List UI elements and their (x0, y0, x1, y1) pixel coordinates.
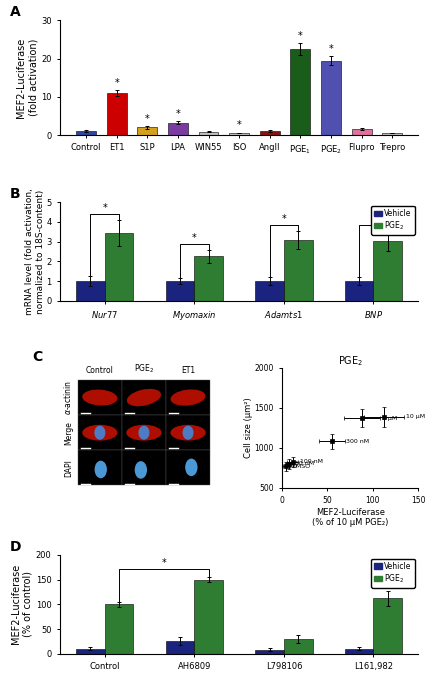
Ellipse shape (82, 390, 117, 405)
Text: *: * (370, 214, 375, 224)
Ellipse shape (82, 425, 117, 441)
Ellipse shape (94, 426, 105, 440)
Y-axis label: MEF2-Luciferase
(% of control): MEF2-Luciferase (% of control) (12, 564, 33, 644)
Text: *: * (102, 203, 107, 213)
Bar (320, 61, 340, 135)
Bar (344, 281, 373, 301)
Bar (229, 133, 248, 135)
Ellipse shape (170, 425, 205, 441)
Text: Control: Control (86, 366, 114, 375)
Text: PGE$_2$: PGE$_2$ (133, 363, 154, 375)
Legend: Vehicle, PGE$_2$: Vehicle, PGE$_2$ (370, 206, 414, 235)
Text: *: * (144, 114, 149, 124)
Text: A: A (9, 5, 20, 19)
Y-axis label: Cell size (μm²): Cell size (μm²) (243, 398, 252, 458)
Text: Merge: Merge (64, 421, 73, 445)
Bar (351, 129, 371, 135)
Bar (283, 240, 312, 301)
Bar (76, 131, 96, 135)
Ellipse shape (138, 426, 149, 440)
Bar (121, 415, 166, 450)
Bar (78, 380, 121, 415)
Text: 100 nM: 100 nM (299, 460, 322, 464)
Bar (166, 450, 210, 486)
Bar (166, 380, 210, 415)
Text: *: * (114, 78, 119, 88)
Text: *: * (328, 44, 333, 54)
Ellipse shape (94, 460, 106, 478)
Text: *: * (281, 214, 285, 224)
Bar (121, 380, 166, 415)
Title: PGE$_2$: PGE$_2$ (337, 354, 362, 368)
Ellipse shape (126, 425, 161, 441)
Ellipse shape (182, 426, 193, 440)
Legend: Vehicle, PGE$_2$: Vehicle, PGE$_2$ (370, 558, 414, 588)
Bar (165, 281, 194, 301)
X-axis label: MEF2-Luciferase
(% of 10 μM PGE₂): MEF2-Luciferase (% of 10 μM PGE₂) (311, 508, 387, 527)
Bar (373, 599, 401, 654)
Bar (78, 415, 121, 450)
Text: *: * (297, 31, 302, 41)
Bar (121, 450, 166, 486)
Bar (76, 649, 104, 654)
Ellipse shape (134, 461, 147, 479)
Bar (106, 93, 126, 135)
Text: ET1: ET1 (181, 366, 195, 375)
Bar (283, 639, 312, 654)
Y-axis label: mRNA level (fold activation,
normalized to 18S-content): mRNA level (fold activation, normalized … (25, 188, 45, 315)
Bar (290, 49, 310, 135)
Bar (78, 450, 121, 486)
Bar (381, 133, 401, 135)
Text: D: D (9, 540, 21, 554)
Text: B: B (9, 187, 20, 201)
Bar (194, 257, 222, 301)
Bar (259, 131, 279, 135)
Y-axis label: MEF2-Luciferase
(fold activation): MEF2-Luciferase (fold activation) (17, 37, 38, 118)
Text: *: * (192, 233, 196, 242)
Text: 1 μM: 1 μM (381, 416, 396, 421)
Bar (104, 604, 133, 654)
Text: *: * (161, 558, 166, 568)
Bar (167, 123, 187, 135)
Text: 10 μM: 10 μM (405, 414, 424, 419)
Bar (255, 281, 283, 301)
Text: $\alpha$-actinin: $\alpha$-actinin (62, 380, 73, 415)
Bar (137, 127, 157, 135)
Ellipse shape (127, 389, 161, 407)
Text: *: * (236, 121, 241, 131)
Text: 300 nM: 300 nM (345, 439, 369, 444)
Text: DMSO: DMSO (291, 464, 310, 469)
Bar (165, 642, 194, 654)
Bar (344, 649, 373, 654)
Ellipse shape (170, 390, 205, 406)
Text: *: * (175, 109, 180, 119)
Bar (166, 415, 210, 450)
Bar (76, 281, 104, 301)
Bar (198, 131, 218, 135)
Text: C: C (33, 350, 43, 364)
Bar (373, 240, 401, 301)
Ellipse shape (185, 458, 197, 476)
Bar (255, 650, 283, 654)
Text: DAPI: DAPI (64, 459, 73, 477)
Text: 10 nM: 10 nM (295, 461, 314, 466)
Bar (104, 233, 133, 301)
Bar (194, 580, 222, 654)
